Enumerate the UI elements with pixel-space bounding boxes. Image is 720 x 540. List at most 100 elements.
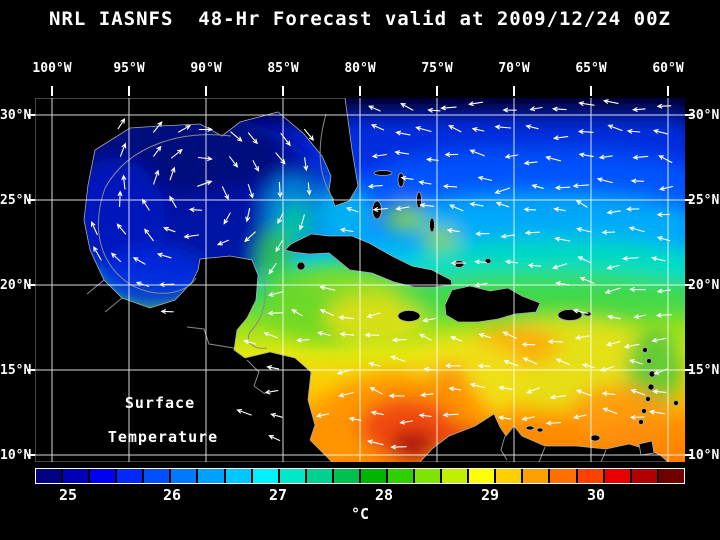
colorbar-tick-label: 27: [268, 486, 288, 504]
colorbar-cell: [63, 469, 89, 483]
lat-tick-label: 25°N: [688, 193, 720, 208]
lon-tick-label: 75°W: [421, 61, 453, 76]
colorbar-cell: [577, 469, 603, 483]
land-hispaniola: [444, 285, 541, 323]
colorbar-cell: [496, 469, 522, 483]
land-jamaica: [397, 310, 421, 322]
lon-tick-label: 65°W: [575, 61, 607, 76]
land-north-central-america: [35, 98, 359, 462]
axis-tick: [685, 454, 693, 456]
axis-tick: [667, 86, 669, 96]
land-antilles-dot: [641, 408, 647, 414]
land-abaco: [397, 172, 405, 188]
axis-tick: [513, 86, 515, 96]
lat-tick-label: 10°N: [0, 448, 32, 463]
lon-tick-label: 90°W: [190, 61, 222, 76]
land-barbados: [673, 400, 679, 406]
lon-tick-label: 70°W: [498, 61, 530, 76]
axis-tick: [282, 86, 284, 96]
axis-tick: [590, 86, 592, 96]
axis-tick: [685, 284, 693, 286]
land-trinidad: [638, 440, 655, 456]
sst-anomaly-blobs: [55, 98, 685, 462]
current-vector-arrows: [90, 99, 674, 450]
colorbar-cell: [333, 469, 359, 483]
land-antilles-dot: [647, 383, 655, 391]
colorbar-cell: [388, 469, 414, 483]
colorbar-tick-label: 28: [374, 486, 394, 504]
colorbar-cell: [90, 469, 116, 483]
land-bonaire: [536, 427, 544, 433]
axis-tick: [436, 86, 438, 96]
land-masses: [35, 98, 679, 462]
colorbar-cell: [171, 469, 197, 483]
annotation-temperature: Temperature: [107, 428, 219, 446]
land-antilles-dot: [638, 419, 644, 425]
colorbar-tick-label: 30: [586, 486, 606, 504]
colorbar-cell: [415, 469, 441, 483]
land-antilles-dot: [646, 358, 652, 364]
plot-title: NRL IASNFS 48-Hr Forecast valid at 2009/…: [49, 8, 671, 30]
axis-tick: [27, 284, 35, 286]
land-antilles-dot: [642, 347, 648, 353]
colorbar: [35, 468, 685, 484]
colorbar-cell: [523, 469, 549, 483]
colorbar-cell: [117, 469, 143, 483]
annotation-surface: Surface: [124, 394, 196, 412]
lat-tick-label: 10°N: [688, 448, 720, 463]
lat-tick-label: 30°N: [0, 108, 32, 123]
axis-tick: [27, 369, 35, 371]
axis-tick: [128, 86, 130, 96]
land-grand-bahama: [373, 170, 393, 176]
vector-arrow-paths: [90, 99, 674, 450]
lat-tick-label: 20°N: [0, 278, 32, 293]
axis-tick: [51, 86, 53, 96]
lat-tick-label: 20°N: [688, 278, 720, 293]
colorbar-unit-label: °C: [350, 505, 370, 523]
colorbar-cell: [36, 469, 62, 483]
land-long-island: [429, 217, 435, 233]
axis-tick: [359, 86, 361, 96]
colorbar-cell: [360, 469, 387, 483]
axis-tick: [27, 454, 35, 456]
land-isla-juventud: [296, 261, 306, 271]
lat-tick-label: 25°N: [0, 193, 32, 208]
colorbar-cell: [279, 469, 305, 483]
lat-tick-label: 30°N: [688, 108, 720, 123]
colorbar-cell: [550, 469, 576, 483]
colorbar-cell: [442, 469, 468, 483]
colorbar-cell: [604, 469, 630, 483]
axis-tick: [27, 114, 35, 116]
colorbar-cell: [144, 469, 170, 483]
land-antilles-dot: [645, 396, 651, 402]
axis-tick: [27, 199, 35, 201]
colorbar-cell: [658, 469, 684, 483]
lon-tick-label: 100°W: [32, 61, 72, 76]
land-curacao: [525, 425, 535, 431]
sst-map: [35, 98, 685, 462]
lat-tick-label: 15°N: [0, 363, 32, 378]
colorbar-cell: [252, 469, 278, 483]
axis-tick: [685, 199, 693, 201]
latitude-axis-left: 30°N 25°N 20°N 15°N 10°N: [0, 0, 31, 540]
colorbar-cell: [469, 469, 495, 483]
colorbar-tick-label: 29: [480, 486, 500, 504]
colorbar-tick-label: 26: [162, 486, 182, 504]
axis-tick: [685, 114, 693, 116]
lat-tick-label: 15°N: [688, 363, 720, 378]
colorbar-cell: [198, 469, 224, 483]
latitude-axis-right: 30°N 25°N 20°N 15°N 10°N: [688, 0, 720, 540]
land-cuba: [284, 233, 453, 288]
colorbar-cell: [306, 469, 332, 483]
axis-tick: [685, 369, 693, 371]
axis-tick: [205, 86, 207, 96]
lon-tick-label: 60°W: [652, 61, 684, 76]
colorbar-cell: [631, 469, 657, 483]
colorbar-tick-label: 25: [58, 486, 78, 504]
lon-tick-label: 95°W: [113, 61, 145, 76]
colorbar-cell: [225, 469, 251, 483]
land-margarita: [589, 434, 601, 442]
lon-tick-label: 85°W: [267, 61, 299, 76]
lon-tick-label: 80°W: [344, 61, 376, 76]
